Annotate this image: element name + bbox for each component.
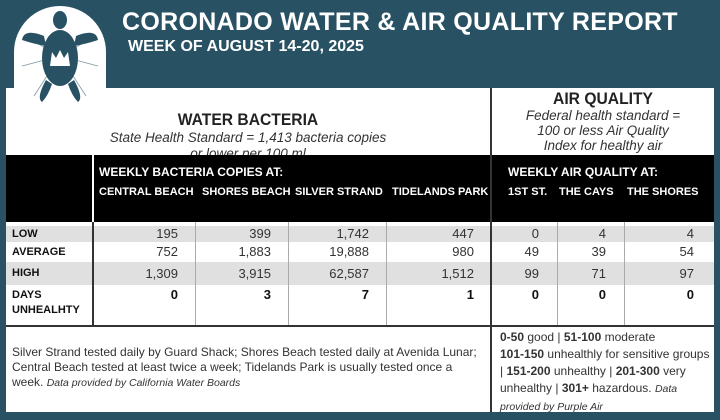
table-row: AVERAGE 752 1,883 19,888 980 49 39 54	[6, 242, 714, 262]
water-title: WATER BACTERIA	[177, 110, 319, 129]
aqi-desc: hazardous.	[592, 381, 652, 395]
col-header: SHORES BEACH	[202, 186, 291, 198]
cell-value: 980	[452, 244, 474, 259]
cell-value: 752	[156, 244, 178, 259]
cell-value: 195	[156, 226, 178, 241]
aqi-range: 51-100	[563, 330, 602, 344]
cell-value: 1,512	[441, 266, 474, 281]
cell-value: 0	[531, 226, 539, 241]
air-standard-2: 100 or less Air Quality	[537, 123, 669, 138]
air-title: AIR QUALITY	[553, 89, 653, 108]
cell-value: 19,888	[329, 244, 369, 259]
water-bacteria-header: WATER BACTERIA State Health Standard = 1…	[6, 88, 490, 161]
cell-value: 97	[679, 266, 694, 281]
cell-value: 1	[466, 287, 474, 302]
cell-value: 0	[531, 287, 539, 302]
air-source: Data provided by Purple Air	[500, 383, 678, 413]
cell-value: 399	[249, 226, 271, 241]
cell-value: 4	[686, 226, 694, 241]
cell-value: 4	[598, 226, 606, 241]
cell-value: 0	[686, 287, 694, 302]
cell-value: 1,883	[238, 244, 271, 259]
cell-value: 1,742	[336, 226, 369, 241]
aqi-range: 0-50	[500, 330, 525, 344]
cell-value: 49	[524, 244, 539, 259]
report-title: CORONADO WATER & AIR QUALITY REPORT	[122, 8, 678, 36]
cell-value: 1,309	[145, 266, 178, 281]
aqi-desc: unhealthly for sensitive groups |	[500, 347, 710, 378]
table-row: LOW 195 399 1,742 447 0 4 4	[6, 226, 714, 242]
cell-value: 99	[524, 266, 539, 281]
aqi-desc: very unhealthy |	[500, 364, 686, 395]
aqi-range: 301+	[561, 381, 589, 395]
cell-value: 62,587	[329, 266, 369, 281]
aqi-range: 101-150	[500, 347, 545, 361]
row-label: DAYS UNHEALHTY	[12, 289, 80, 316]
cell-value: 54	[679, 244, 694, 259]
water-standard-1: State Health Standard = 1,413 bacteria c…	[109, 130, 387, 145]
air-quality-header: AIR QUALITY Federal health standard = 10…	[492, 88, 714, 155]
cell-value: 3,915	[238, 266, 271, 281]
col-header: SILVER STRAND	[295, 186, 383, 198]
water-source: Data provided by California Water Boards	[46, 377, 241, 389]
air-standard-3: Index for healthy air	[543, 138, 663, 153]
cell-value: 3	[263, 287, 271, 302]
aqi-desc: unhealthy |	[553, 364, 613, 378]
water-group-label: WEEKLY BACTERIA COPIES AT:	[99, 165, 284, 179]
row-label: LOW	[12, 228, 38, 240]
cell-value: 0	[170, 287, 178, 302]
report-subtitle: WEEK OF AUGUST 14-20, 2025	[128, 38, 364, 55]
water-footnote: Silver Strand tested daily by Guard Shac…	[12, 345, 482, 391]
air-standard-1: Federal health standard =	[525, 108, 681, 123]
aqi-range: 151-200	[506, 364, 551, 378]
cell-value: 39	[591, 244, 606, 259]
report-panel: WATER BACTERIA State Health Standard = 1…	[6, 88, 714, 413]
table-row: DAYS UNHEALHTY 0 3 7 1 0 0 0	[6, 285, 714, 325]
cell-value: 0	[598, 287, 606, 302]
aqi-range: 201-300	[615, 364, 660, 378]
col-header: TIDELANDS PARK	[392, 186, 489, 198]
aqi-desc: good |	[527, 330, 561, 344]
row-label: HIGH	[12, 267, 40, 279]
col-header: 1ST ST.	[508, 186, 548, 198]
row-label: AVERAGE	[12, 246, 66, 258]
cell-value: 7	[361, 287, 369, 302]
col-header: CENTRAL BEACH	[99, 186, 194, 198]
water-footnote-text: Silver Strand tested daily by Guard Shac…	[12, 345, 477, 389]
cell-value: 71	[591, 266, 606, 281]
turtle-crown-logo	[14, 6, 106, 112]
col-header: THE CAYS	[559, 186, 614, 198]
cell-value: 447	[452, 226, 474, 241]
col-header: THE SHORES	[627, 186, 699, 198]
air-legend: 0-50 good | 51-100 moderate 101-150 unhe…	[500, 329, 712, 416]
air-group-label: WEEKLY AIR QUALITY AT:	[508, 165, 659, 179]
aqi-desc: moderate	[604, 330, 656, 344]
table-header-band: WEEKLY BACTERIA COPIES AT: WEEKLY AIR QU…	[6, 155, 714, 222]
table-row: HIGH 1,309 3,915 62,587 1,512 99 71 97	[6, 262, 714, 285]
